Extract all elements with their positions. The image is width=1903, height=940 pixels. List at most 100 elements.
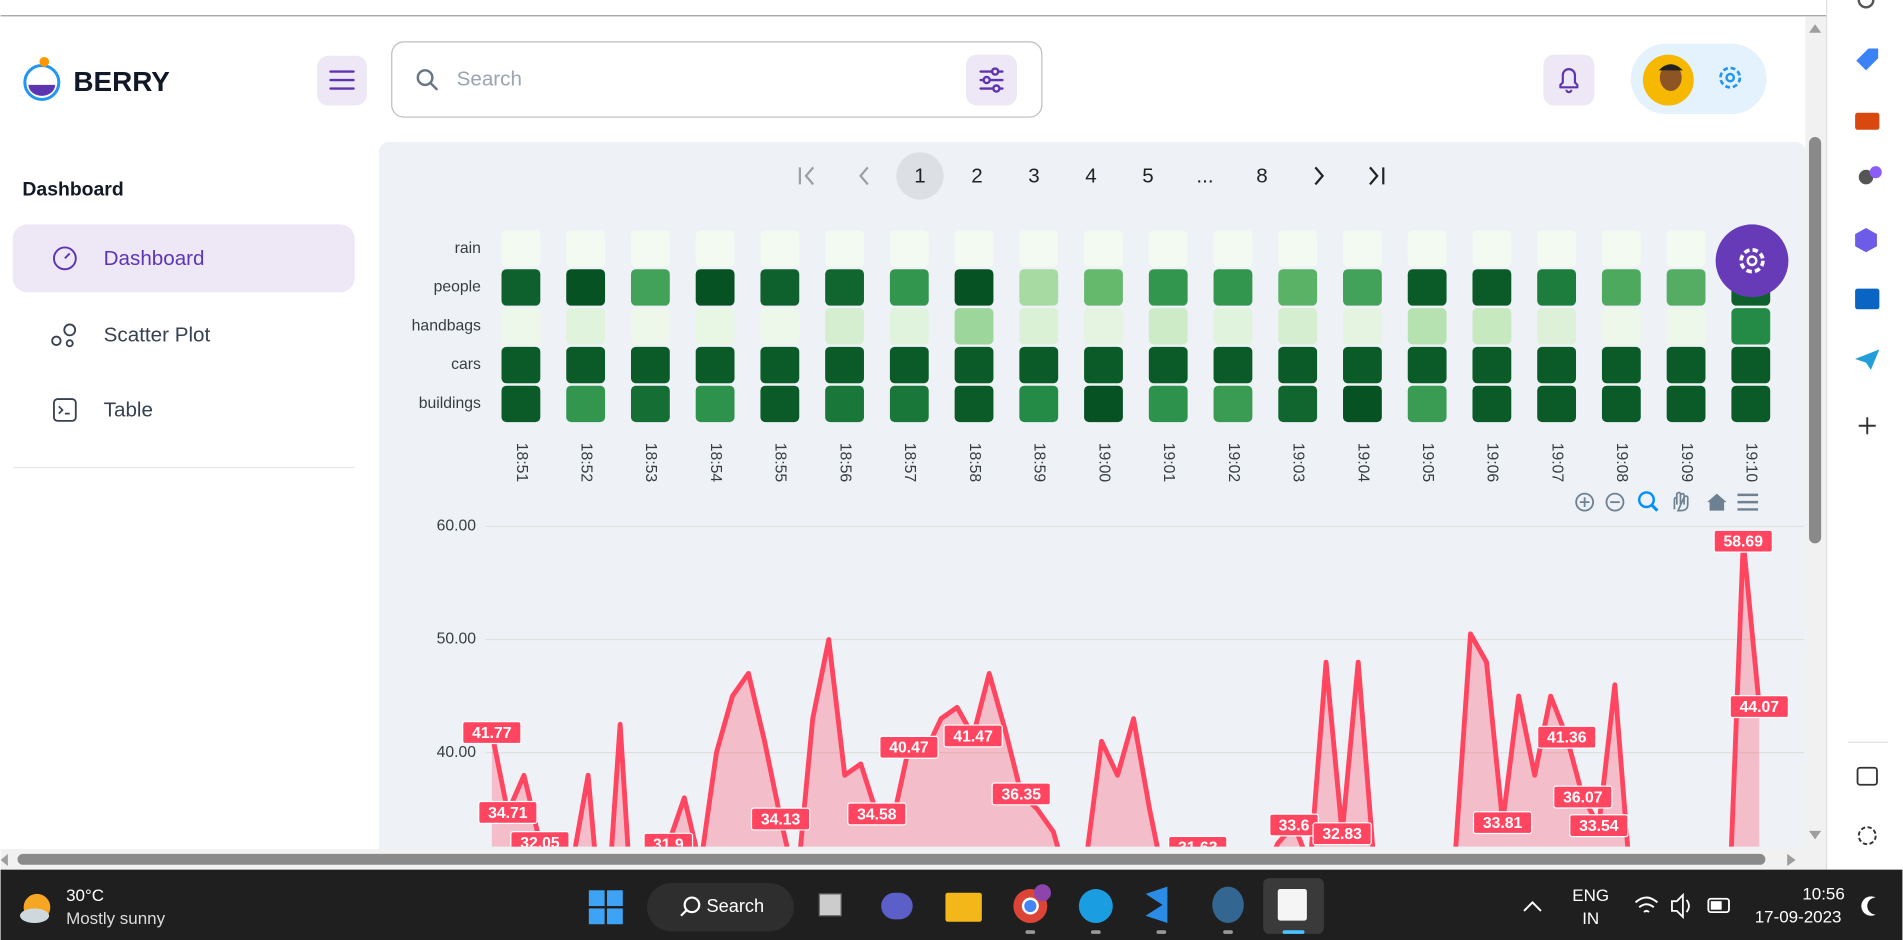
data-label: 41.36 — [1547, 730, 1587, 747]
taskbar-search[interactable]: Search — [647, 882, 794, 932]
app-postgres[interactable] — [1212, 886, 1244, 924]
clock-date: 17-09-2023 — [1755, 908, 1842, 927]
nav-icon — [51, 335, 62, 346]
app-chrome-center — [1021, 897, 1039, 915]
heatmap-cell — [1084, 308, 1123, 345]
logo[interactable] — [23, 57, 61, 101]
edge-telegram[interactable] — [1855, 349, 1880, 370]
page-button[interactable]: 4 — [1085, 165, 1096, 188]
data-label: 33.6 — [1279, 817, 1310, 834]
page-button[interactable]: ... — [1196, 165, 1213, 188]
heatmap-cell — [1666, 385, 1706, 423]
taskbar-search-handle — [680, 908, 688, 917]
tray-notification[interactable] — [1861, 896, 1876, 916]
v-scroll-down[interactable] — [1809, 830, 1822, 840]
page-button[interactable]: 8 — [1256, 165, 1267, 188]
app-explorer[interactable] — [945, 892, 982, 922]
heatmap-col-label: 18:55 — [772, 443, 789, 483]
edge-search[interactable] — [1857, 0, 1875, 9]
data-label-bg — [643, 832, 694, 847]
page-button[interactable]: 3 — [1028, 165, 1039, 188]
data-label: 34.71 — [488, 805, 528, 822]
page-button[interactable]: 2 — [971, 165, 982, 188]
heatmap-cell — [1278, 230, 1318, 267]
filter-button[interactable] — [966, 54, 1017, 106]
heatmap-col-label: 19:06 — [1484, 443, 1501, 483]
heatmap-cell — [1601, 346, 1641, 384]
task-view[interactable] — [818, 893, 842, 917]
nav-item[interactable]: Table — [53, 398, 153, 422]
profile-button[interactable] — [1630, 43, 1767, 115]
data-label-bg — [1537, 725, 1597, 749]
app-snipping[interactable] — [1277, 889, 1307, 921]
heatmap-cell — [825, 346, 864, 384]
page-button[interactable]: 1 — [896, 152, 944, 200]
tray-volume[interactable] — [1671, 892, 1690, 920]
data-label: 32.05 — [520, 835, 560, 852]
data-label-bg — [943, 724, 1003, 748]
clock-time[interactable]: 10:56 — [1802, 885, 1844, 904]
chart-menu[interactable] — [1737, 493, 1759, 511]
data-label: 36.07 — [1563, 789, 1603, 806]
edge-settings[interactable] — [1857, 826, 1877, 846]
taskbar-search-icon — [683, 896, 701, 914]
avatar-hair — [1658, 64, 1683, 71]
h-scroll-right[interactable] — [1787, 853, 1796, 867]
last-page[interactable] — [1369, 166, 1385, 186]
heatmap-cell — [1666, 308, 1706, 345]
data-label: 36.35 — [1002, 786, 1042, 803]
search-box[interactable]: Search — [391, 41, 1043, 118]
win-tile — [588, 908, 605, 925]
heatmap-col-label: 18:54 — [707, 443, 724, 483]
search-placeholder: Search — [457, 67, 522, 90]
nav-item[interactable]: Dashboard — [12, 224, 355, 293]
zoom-out[interactable] — [1605, 492, 1625, 512]
heatmap-cell — [1407, 346, 1447, 384]
tray-battery[interactable] — [1707, 897, 1730, 914]
v-scroll-up[interactable] — [1809, 24, 1822, 33]
zoom-select[interactable] — [1638, 491, 1655, 509]
tray-chevron[interactable] — [1523, 901, 1542, 912]
tray-language[interactable]: ENG — [1572, 886, 1609, 905]
avatar-face — [1659, 64, 1682, 91]
heatmap-cell — [1601, 308, 1641, 345]
page-button[interactable]: 5 — [1142, 165, 1153, 188]
prev-page[interactable] — [859, 166, 869, 186]
zoom-in[interactable] — [1575, 492, 1595, 512]
heatmap-col-label: 19:02 — [1225, 443, 1242, 482]
v-scroll-thumb[interactable] — [1809, 137, 1822, 544]
menu-button[interactable] — [317, 55, 367, 106]
edge-games[interactable] — [1858, 169, 1874, 185]
heatmap-cell — [1407, 385, 1447, 423]
edge-outlook[interactable] — [1855, 288, 1880, 310]
heatmap-col-label: 18:51 — [513, 443, 530, 482]
app-edge[interactable] — [1078, 889, 1113, 924]
edge-add[interactable] — [1858, 417, 1876, 435]
heatmap-cell — [954, 346, 994, 384]
notification-button[interactable] — [1543, 54, 1595, 106]
edge-tools[interactable] — [1855, 112, 1880, 130]
heatmap-cell — [954, 385, 994, 423]
nav-item[interactable]: Scatter Plot — [51, 323, 210, 348]
data-label-bg — [847, 802, 907, 826]
heatmap-cell — [1084, 385, 1123, 423]
edge-split[interactable] — [1856, 766, 1878, 786]
first-page[interactable] — [798, 166, 815, 186]
fab-settings[interactable] — [1715, 224, 1789, 298]
taskbar-search-bg — [647, 882, 794, 932]
app-running — [1223, 930, 1233, 934]
pan[interactable] — [1673, 491, 1689, 512]
h-scroll-left[interactable] — [0, 853, 8, 867]
heatmap-cell — [566, 346, 606, 384]
tray-wifi[interactable] — [1634, 896, 1659, 913]
app-meet[interactable] — [881, 892, 913, 920]
edge-tag[interactable] — [1856, 48, 1879, 71]
edge-copilot[interactable] — [1855, 228, 1877, 253]
heatmap-cell — [1019, 269, 1059, 306]
menu-icon — [329, 70, 355, 90]
h-scroll-thumb[interactable] — [17, 853, 1766, 865]
next-page[interactable] — [1314, 166, 1325, 186]
search-icon-handle — [429, 81, 438, 91]
app-vscode[interactable] — [1145, 886, 1168, 924]
start-button[interactable] — [588, 890, 623, 925]
